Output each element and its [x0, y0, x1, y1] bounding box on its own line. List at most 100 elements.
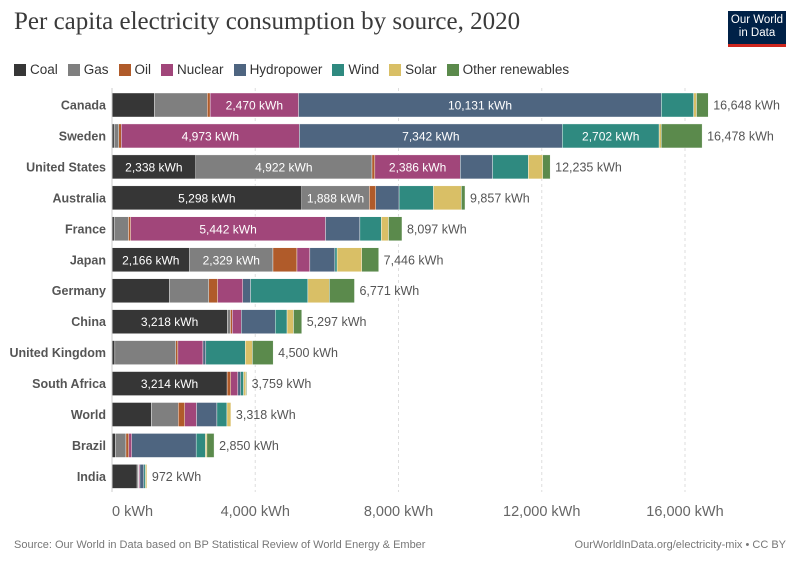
bar-segment-canada-wind: [661, 92, 694, 118]
bar-segment-india-wind: [143, 464, 146, 489]
bar-segment-australia-solar: [433, 185, 462, 211]
legend-item-gas[interactable]: Gas: [67, 62, 109, 77]
logo-line-2: in Data: [738, 27, 776, 39]
bar-segment-germany-hydropower: [242, 278, 251, 303]
bar-segment-japan-nuclear: [296, 247, 311, 272]
legend-item-oil[interactable]: Oil: [118, 62, 152, 77]
bar-segment-australia-hydropower: [375, 185, 400, 211]
legend-swatch-coal: [14, 63, 26, 76]
legend-swatch-other-renewables: [446, 63, 459, 76]
bar-segment-south-africa-nuclear: [230, 371, 239, 396]
bar-segment-germany-other-renewables: [329, 278, 355, 303]
bar-segment-south-africa-hydropower: [237, 371, 241, 396]
x-tick-label: 0 kWh: [112, 504, 153, 520]
total-label-brazil: 2,850 kWh: [219, 439, 279, 453]
total-label-world: 3,318 kWh: [236, 408, 296, 422]
bar-segment-world-gas: [151, 402, 179, 427]
legend-swatch-hydropower: [233, 63, 246, 76]
legend-item-hydropower[interactable]: Hydropower: [233, 62, 323, 77]
bar-segment-south-africa-other-renewables: [245, 371, 247, 396]
total-label-united-kingdom: 4,500 kWh: [278, 346, 338, 360]
bar-segment-south-africa-wind: [240, 371, 244, 396]
bar-segment-france-nuclear: [130, 216, 326, 242]
data-label: 3,218 kWh: [141, 315, 198, 329]
bar-segment-south-africa-solar: [243, 371, 247, 396]
bar-segment-japan-hydropower: [309, 247, 336, 272]
total-label-australia: 9,857 kWh: [470, 191, 530, 205]
data-label: 5,442 kWh: [199, 222, 256, 236]
bar-segment-united-states-hydropower: [460, 154, 493, 180]
legend-label: Solar: [405, 62, 437, 77]
category-label-south-africa: South Africa: [32, 377, 107, 391]
total-label-japan: 7,446 kWh: [384, 253, 444, 267]
legend-item-wind[interactable]: Wind: [332, 62, 379, 77]
data-label: 10,131 kWh: [448, 99, 512, 113]
total-label-india: 972 kWh: [152, 470, 201, 484]
legend-label: Gas: [83, 62, 109, 77]
bar-segment-china-nuclear: [232, 309, 242, 334]
bar-segment-china-gas: [227, 309, 231, 334]
data-label: 1,888 kWh: [307, 191, 364, 205]
bar-segment-sweden-wind: [562, 123, 660, 149]
legend-item-other-renewables[interactable]: Other renewables: [446, 62, 569, 77]
total-label-china: 5,297 kWh: [307, 315, 367, 329]
category-label-india: India: [77, 470, 107, 484]
bar-segment-south-africa-oil: [226, 371, 231, 396]
data-label: 2,166 kWh: [122, 253, 179, 267]
legend-label: Wind: [348, 62, 380, 77]
chart-title: Per capita electricity consumption by so…: [14, 8, 521, 35]
legend-label: Hydropower: [249, 62, 323, 77]
bar-segment-sweden-oil: [118, 123, 122, 149]
category-label-china: China: [71, 315, 107, 329]
bar-segment-china-other-renewables: [293, 309, 302, 334]
bar-segment-canada-oil: [207, 92, 211, 118]
bar-segment-world-oil: [178, 402, 185, 427]
x-tick-label: 16,000 kWh: [646, 504, 723, 520]
legend-item-solar[interactable]: Solar: [389, 62, 437, 77]
bar-segment-united-states-wind: [492, 154, 529, 180]
legend-label: Oil: [134, 62, 152, 77]
bar-segment-brazil-solar: [205, 433, 208, 458]
license-link[interactable]: OurWorldInData.org/electricity-mix • CC …: [574, 539, 786, 551]
bar-segment-china-wind: [275, 309, 288, 334]
bar-segment-australia-oil: [369, 185, 376, 211]
bar-segment-united-states-oil: [371, 154, 376, 180]
category-label-france: France: [65, 222, 106, 236]
category-label-brazil: Brazil: [72, 439, 106, 453]
x-tick-label: 12,000 kWh: [503, 504, 580, 520]
bar-segment-germany-wind: [250, 278, 309, 303]
bar-segment-germany-coal: [111, 278, 170, 303]
bar-segment-sweden-solar: [658, 123, 662, 149]
bar-segment-brazil-gas: [115, 433, 127, 458]
category-label-sweden: Sweden: [59, 129, 106, 143]
data-label: 4,922 kWh: [255, 160, 312, 174]
bar-segment-united-kingdom-wind: [205, 340, 246, 365]
data-label: 2,702 kWh: [582, 129, 639, 143]
bar-segment-united-states-solar: [528, 154, 543, 180]
bar-segment-world-wind: [216, 402, 228, 427]
legend-item-nuclear[interactable]: Nuclear: [161, 62, 224, 77]
owid-logo[interactable]: Our World in Data: [728, 11, 786, 47]
bar-segment-china-oil: [230, 309, 233, 334]
bar-segment-canada-other-renewables: [696, 92, 709, 118]
bar-segment-australia-gas: [301, 185, 370, 211]
category-label-united-states: United States: [26, 160, 106, 174]
bar-segment-france-other-renewables: [388, 216, 403, 242]
total-label-canada: 16,648 kWh: [713, 99, 780, 113]
bar-segment-france-gas: [113, 216, 129, 242]
bar-segment-united-kingdom-other-renewables: [252, 340, 274, 365]
bar-segment-australia-coal: [111, 185, 302, 211]
chart-legend: Coal Gas Oil Nuclear Hydropower Wind Solar Othe…: [14, 62, 579, 77]
bar-segment-sweden-nuclear: [121, 123, 300, 149]
bar-segment-sweden-other-renewables: [661, 123, 703, 149]
bar-segment-japan-coal: [111, 247, 190, 272]
legend-swatch-wind: [332, 63, 345, 76]
bar-segment-france-oil: [128, 216, 131, 242]
legend-item-coal[interactable]: Coal: [14, 62, 58, 77]
legend-label: Coal: [30, 62, 58, 77]
bar-segment-united-kingdom-hydropower: [202, 340, 207, 365]
bar-segment-sweden-gas: [113, 123, 120, 149]
total-label-sweden: 16,478 kWh: [707, 129, 774, 143]
bar-segment-france-wind: [359, 216, 382, 242]
bar-segment-canada-nuclear: [209, 92, 299, 118]
